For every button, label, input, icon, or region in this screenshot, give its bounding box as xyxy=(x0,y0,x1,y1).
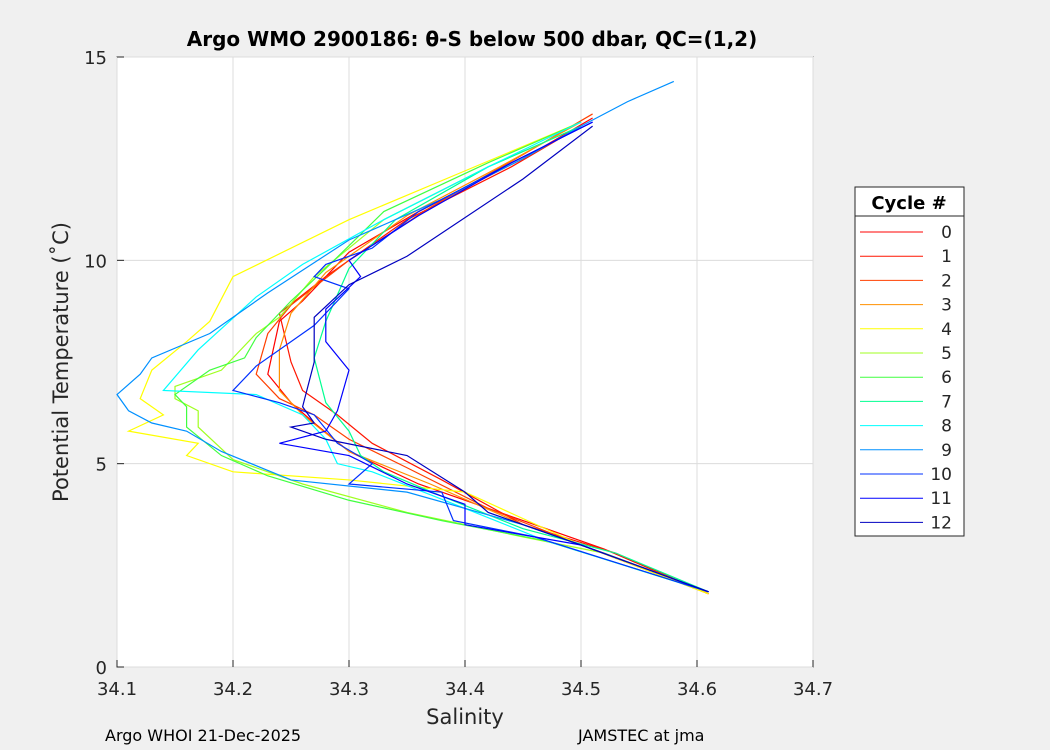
legend-label: 5 xyxy=(941,344,952,364)
y-tick-label: 5 xyxy=(96,455,107,476)
footer-left: Argo WHOI 21-Dec-2025 xyxy=(105,726,302,745)
x-axis-label: Salinity xyxy=(426,705,504,729)
series-line-cycle-4 xyxy=(126,121,709,595)
series-line-cycle-10 xyxy=(231,121,709,593)
legend-label: 6 xyxy=(941,368,952,388)
x-tick-label: 34.3 xyxy=(329,679,369,700)
y-tick-label: 0 xyxy=(96,658,107,679)
footer-right: JAMSTEC at jma xyxy=(578,726,705,745)
legend-label: 7 xyxy=(941,392,952,412)
legend-label: 11 xyxy=(930,489,952,509)
x-tick-label: 34.5 xyxy=(561,679,601,700)
series-line-cycle-12 xyxy=(288,125,709,593)
legend-label: 2 xyxy=(941,271,952,291)
legend-label: 12 xyxy=(930,513,952,533)
series-line-cycle-11 xyxy=(279,121,709,593)
series-line-cycle-6 xyxy=(174,121,709,593)
ticks: 34.1 34.2 34.3 34.4 34.5 34.6 34.7 0 5 10 15 xyxy=(84,48,833,700)
y-tick-label: 15 xyxy=(84,48,107,69)
series-lines xyxy=(116,80,709,595)
legend-title: Cycle # xyxy=(871,193,946,214)
y-tick-label: 10 xyxy=(84,251,107,272)
x-tick-label: 34.7 xyxy=(793,679,833,700)
x-tick-label: 34.4 xyxy=(445,679,485,700)
y-axis-label: Potential Temperature (˚C) xyxy=(49,222,73,502)
series-line-cycle-8 xyxy=(162,121,709,593)
x-tick-label: 34.6 xyxy=(677,679,717,700)
legend-label: 4 xyxy=(941,320,952,340)
legend-label: 8 xyxy=(941,417,952,437)
legend-label: 3 xyxy=(941,296,952,316)
legend-label: 0 xyxy=(941,223,952,243)
x-tick-label: 34.1 xyxy=(97,679,137,700)
x-tick-label: 34.2 xyxy=(213,679,253,700)
series-line-cycle-9 xyxy=(116,80,709,593)
legend-label: 10 xyxy=(930,465,952,485)
chart-title: Argo WMO 2900186: θ-S below 500 dbar, QC… xyxy=(187,27,757,51)
legend-label: 9 xyxy=(941,441,952,461)
series-line-cycle-7 xyxy=(313,125,709,593)
legend-label: 1 xyxy=(941,247,952,267)
grid xyxy=(116,56,814,668)
